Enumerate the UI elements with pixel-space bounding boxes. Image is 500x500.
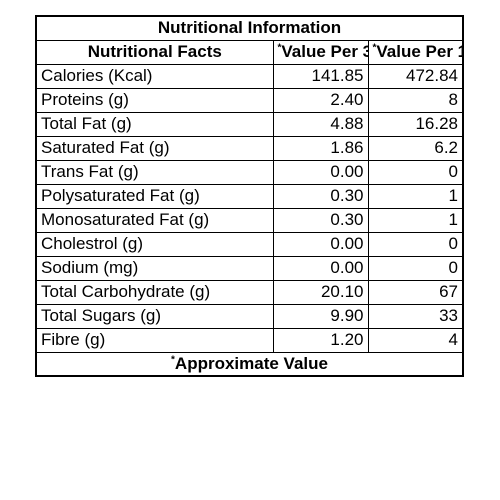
asterisk: * <box>171 354 175 366</box>
table-row: Total Fat (g) 4.88 16.28 <box>35 111 464 137</box>
asterisk: * <box>372 42 377 54</box>
value-per-100g: 4 <box>367 327 464 353</box>
value-per-100g: 1 <box>367 207 464 233</box>
nutrient-name: Total Carbohydrate (g) <box>35 279 274 305</box>
nutrient-name: Trans Fat (g) <box>35 159 274 185</box>
value-per-30g: 0.00 <box>272 231 369 257</box>
value-per-30g: 0.30 <box>272 207 369 233</box>
asterisk: * <box>277 42 282 54</box>
table-row: Total Sugars (g) 9.90 33 <box>35 303 464 329</box>
nutrient-name: Sodium (mg) <box>35 255 274 281</box>
table-row: Total Carbohydrate (g) 20.10 67 <box>35 279 464 305</box>
table-row: Proteins (g) 2.40 8 <box>35 87 464 113</box>
value-per-30g: 0.00 <box>272 255 369 281</box>
value-per-30g: 9.90 <box>272 303 369 329</box>
header-value-per-100g: *Value Per 100 G <box>367 39 464 65</box>
nutrient-name: Cholestrol (g) <box>35 231 274 257</box>
table-row: Saturated Fat (g) 1.86 6.2 <box>35 135 464 161</box>
value-per-30g: 20.10 <box>272 279 369 305</box>
value-per-30g: 2.40 <box>272 87 369 113</box>
value-per-100g: 0 <box>367 255 464 281</box>
footnote-text: Approximate Value <box>174 353 328 373</box>
nutrient-name: Polysaturated Fat (g) <box>35 183 274 209</box>
nutrient-name: Monosaturated Fat (g) <box>35 207 274 233</box>
table-row: Calories (Kcal) 141.85 472.84 <box>35 63 464 89</box>
value-per-30g: 1.20 <box>272 327 369 353</box>
footnote: *Approximate Value <box>35 351 464 377</box>
nutrient-name: Total Sugars (g) <box>35 303 274 329</box>
value-per-100g: 8 <box>367 87 464 113</box>
nutrient-name: Calories (Kcal) <box>35 63 274 89</box>
value-per-100g: 472.84 <box>367 63 464 89</box>
nutrition-table: Nutritional Information Nutritional Fact… <box>35 15 464 377</box>
value-per-100g: 67 <box>367 279 464 305</box>
value-per-30g: 0.00 <box>272 159 369 185</box>
table-row: Fibre (g) 1.20 4 <box>35 327 464 353</box>
header-value-per-100g-label: Value Per 100 G <box>376 42 462 61</box>
table-row: Polysaturated Fat (g) 0.30 1 <box>35 183 464 209</box>
table-row: Cholestrol (g) 0.00 0 <box>35 231 464 257</box>
value-per-30g: 1.86 <box>272 135 369 161</box>
table-row: Trans Fat (g) 0.00 0 <box>35 159 464 185</box>
table-row: Sodium (mg) 0.00 0 <box>35 255 464 281</box>
header-value-per-30g: *Value Per 30 G <box>272 39 369 65</box>
nutrient-name: Fibre (g) <box>35 327 274 353</box>
nutrient-name: Total Fat (g) <box>35 111 274 137</box>
nutrient-name: Proteins (g) <box>35 87 274 113</box>
value-per-30g: 141.85 <box>272 63 369 89</box>
value-per-100g: 33 <box>367 303 464 329</box>
nutrient-name: Saturated Fat (g) <box>35 135 274 161</box>
value-per-100g: 1 <box>367 183 464 209</box>
value-per-100g: 16.28 <box>367 111 464 137</box>
header-value-per-30g-label: Value Per 30 G <box>281 42 367 61</box>
value-per-100g: 6.2 <box>367 135 464 161</box>
value-per-30g: 0.30 <box>272 183 369 209</box>
table-row: Monosaturated Fat (g) 0.30 1 <box>35 207 464 233</box>
header-nutritional-facts: Nutritional Facts <box>35 39 274 65</box>
value-per-30g: 4.88 <box>272 111 369 137</box>
value-per-100g: 0 <box>367 231 464 257</box>
value-per-100g: 0 <box>367 159 464 185</box>
table-title: Nutritional Information <box>35 15 464 41</box>
